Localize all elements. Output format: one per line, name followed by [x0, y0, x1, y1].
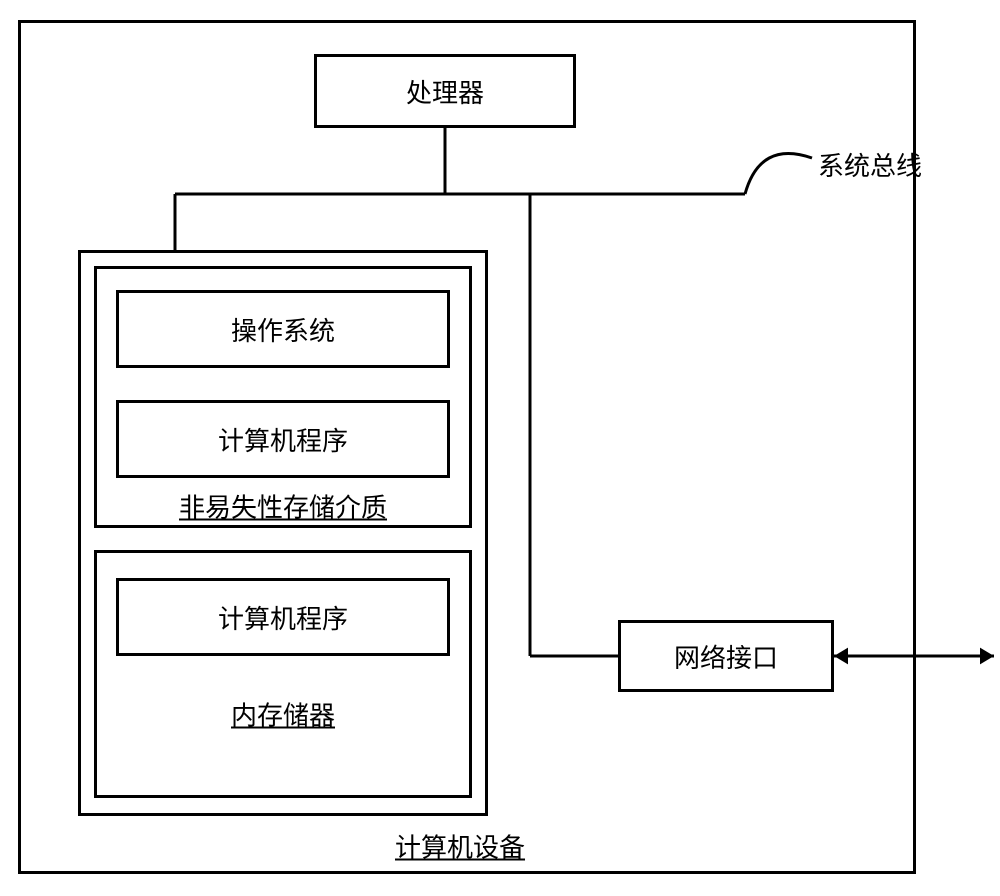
device-caption: 计算机设备: [395, 828, 525, 865]
network-interface-box: 网络接口: [618, 620, 834, 692]
operating-system-box: 操作系统: [116, 290, 450, 368]
nonvolatile-program-box: 计算机程序: [116, 400, 450, 478]
nonvolatile-program-label: 计算机程序: [218, 421, 348, 458]
diagram-stage: 处理器 系统总线 操作系统 计算机程序 非易失性存储介质 计算机程序 内存储器 …: [0, 0, 1000, 896]
ram-caption: 内存储器: [231, 696, 335, 733]
processor-label: 处理器: [406, 73, 484, 110]
network-interface-label: 网络接口: [674, 638, 778, 675]
system-bus-label: 系统总线: [818, 146, 922, 183]
nonvolatile-caption: 非易失性存储介质: [179, 488, 387, 525]
processor-box: 处理器: [314, 54, 576, 128]
ram-program-box: 计算机程序: [116, 578, 450, 656]
operating-system-label: 操作系统: [231, 311, 335, 348]
ram-program-label: 计算机程序: [218, 599, 348, 636]
